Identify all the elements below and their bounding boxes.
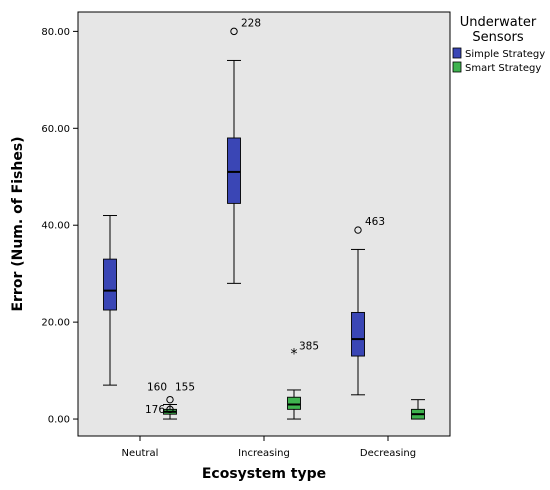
box-iqr [103, 258, 117, 311]
y-tick-label: 20.00 [41, 318, 70, 329]
outlier-label: 155 [175, 382, 195, 394]
outlier-circle-marker [166, 405, 174, 414]
y-tick-label: 60.00 [41, 124, 70, 135]
x-tick-label: Decreasing [360, 448, 416, 459]
box-iqr [351, 311, 365, 357]
legend-swatch-smart [452, 61, 462, 73]
outlier-circle-marker [230, 27, 238, 36]
y-axis: 0.00 20.00 40.00 60.00 80.00 [41, 27, 78, 426]
box-simple-strategy-increasing [227, 59, 241, 284]
x-tick-label: Neutral [122, 448, 159, 459]
box-simple-strategy-neutral [103, 215, 117, 386]
outlier-circle-marker [166, 395, 174, 404]
legend-label-smart: Smart Strategy [465, 63, 541, 74]
boxes [103, 59, 425, 420]
outlier-label: 385 [299, 341, 319, 353]
box-iqr [227, 137, 241, 204]
outlier-star-marker: * [291, 347, 298, 363]
outlier-label: 228 [241, 17, 261, 29]
box-iqr [287, 396, 301, 410]
legend-label-simple: Simple Strategy [465, 49, 545, 60]
x-axis: Neutral Increasing Decreasing [122, 436, 416, 459]
legend-title-line1: Underwater [460, 15, 537, 30]
y-tick-label: 80.00 [41, 27, 70, 38]
x-tick-label: Increasing [238, 448, 290, 459]
legend-swatch-simple [452, 47, 462, 59]
outliers: 228 463 160 155 176 * 385 [145, 17, 385, 415]
legend-title-line2: Sensors [472, 30, 524, 45]
box-smart-strategy-decreasing [411, 399, 425, 420]
box-smart-strategy-increasing [287, 389, 301, 420]
x-axis-label: Ecosystem type [202, 466, 326, 482]
outlier-label: 176 [145, 404, 165, 416]
y-tick-label: 0.00 [48, 415, 70, 426]
plot-area [77, 11, 451, 437]
outlier-label: 160 [147, 382, 167, 394]
legend: Underwater Sensors Simple Strategy Smart… [452, 15, 545, 74]
box-simple-strategy-decreasing [351, 248, 365, 396]
outlier-label: 463 [365, 216, 385, 228]
outlier-circle-marker [354, 226, 362, 234]
y-axis-label: Error (Num. of Fishes) [10, 136, 26, 311]
box-smart-strategy-neutral [163, 404, 177, 420]
y-tick-label: 40.00 [41, 221, 70, 232]
